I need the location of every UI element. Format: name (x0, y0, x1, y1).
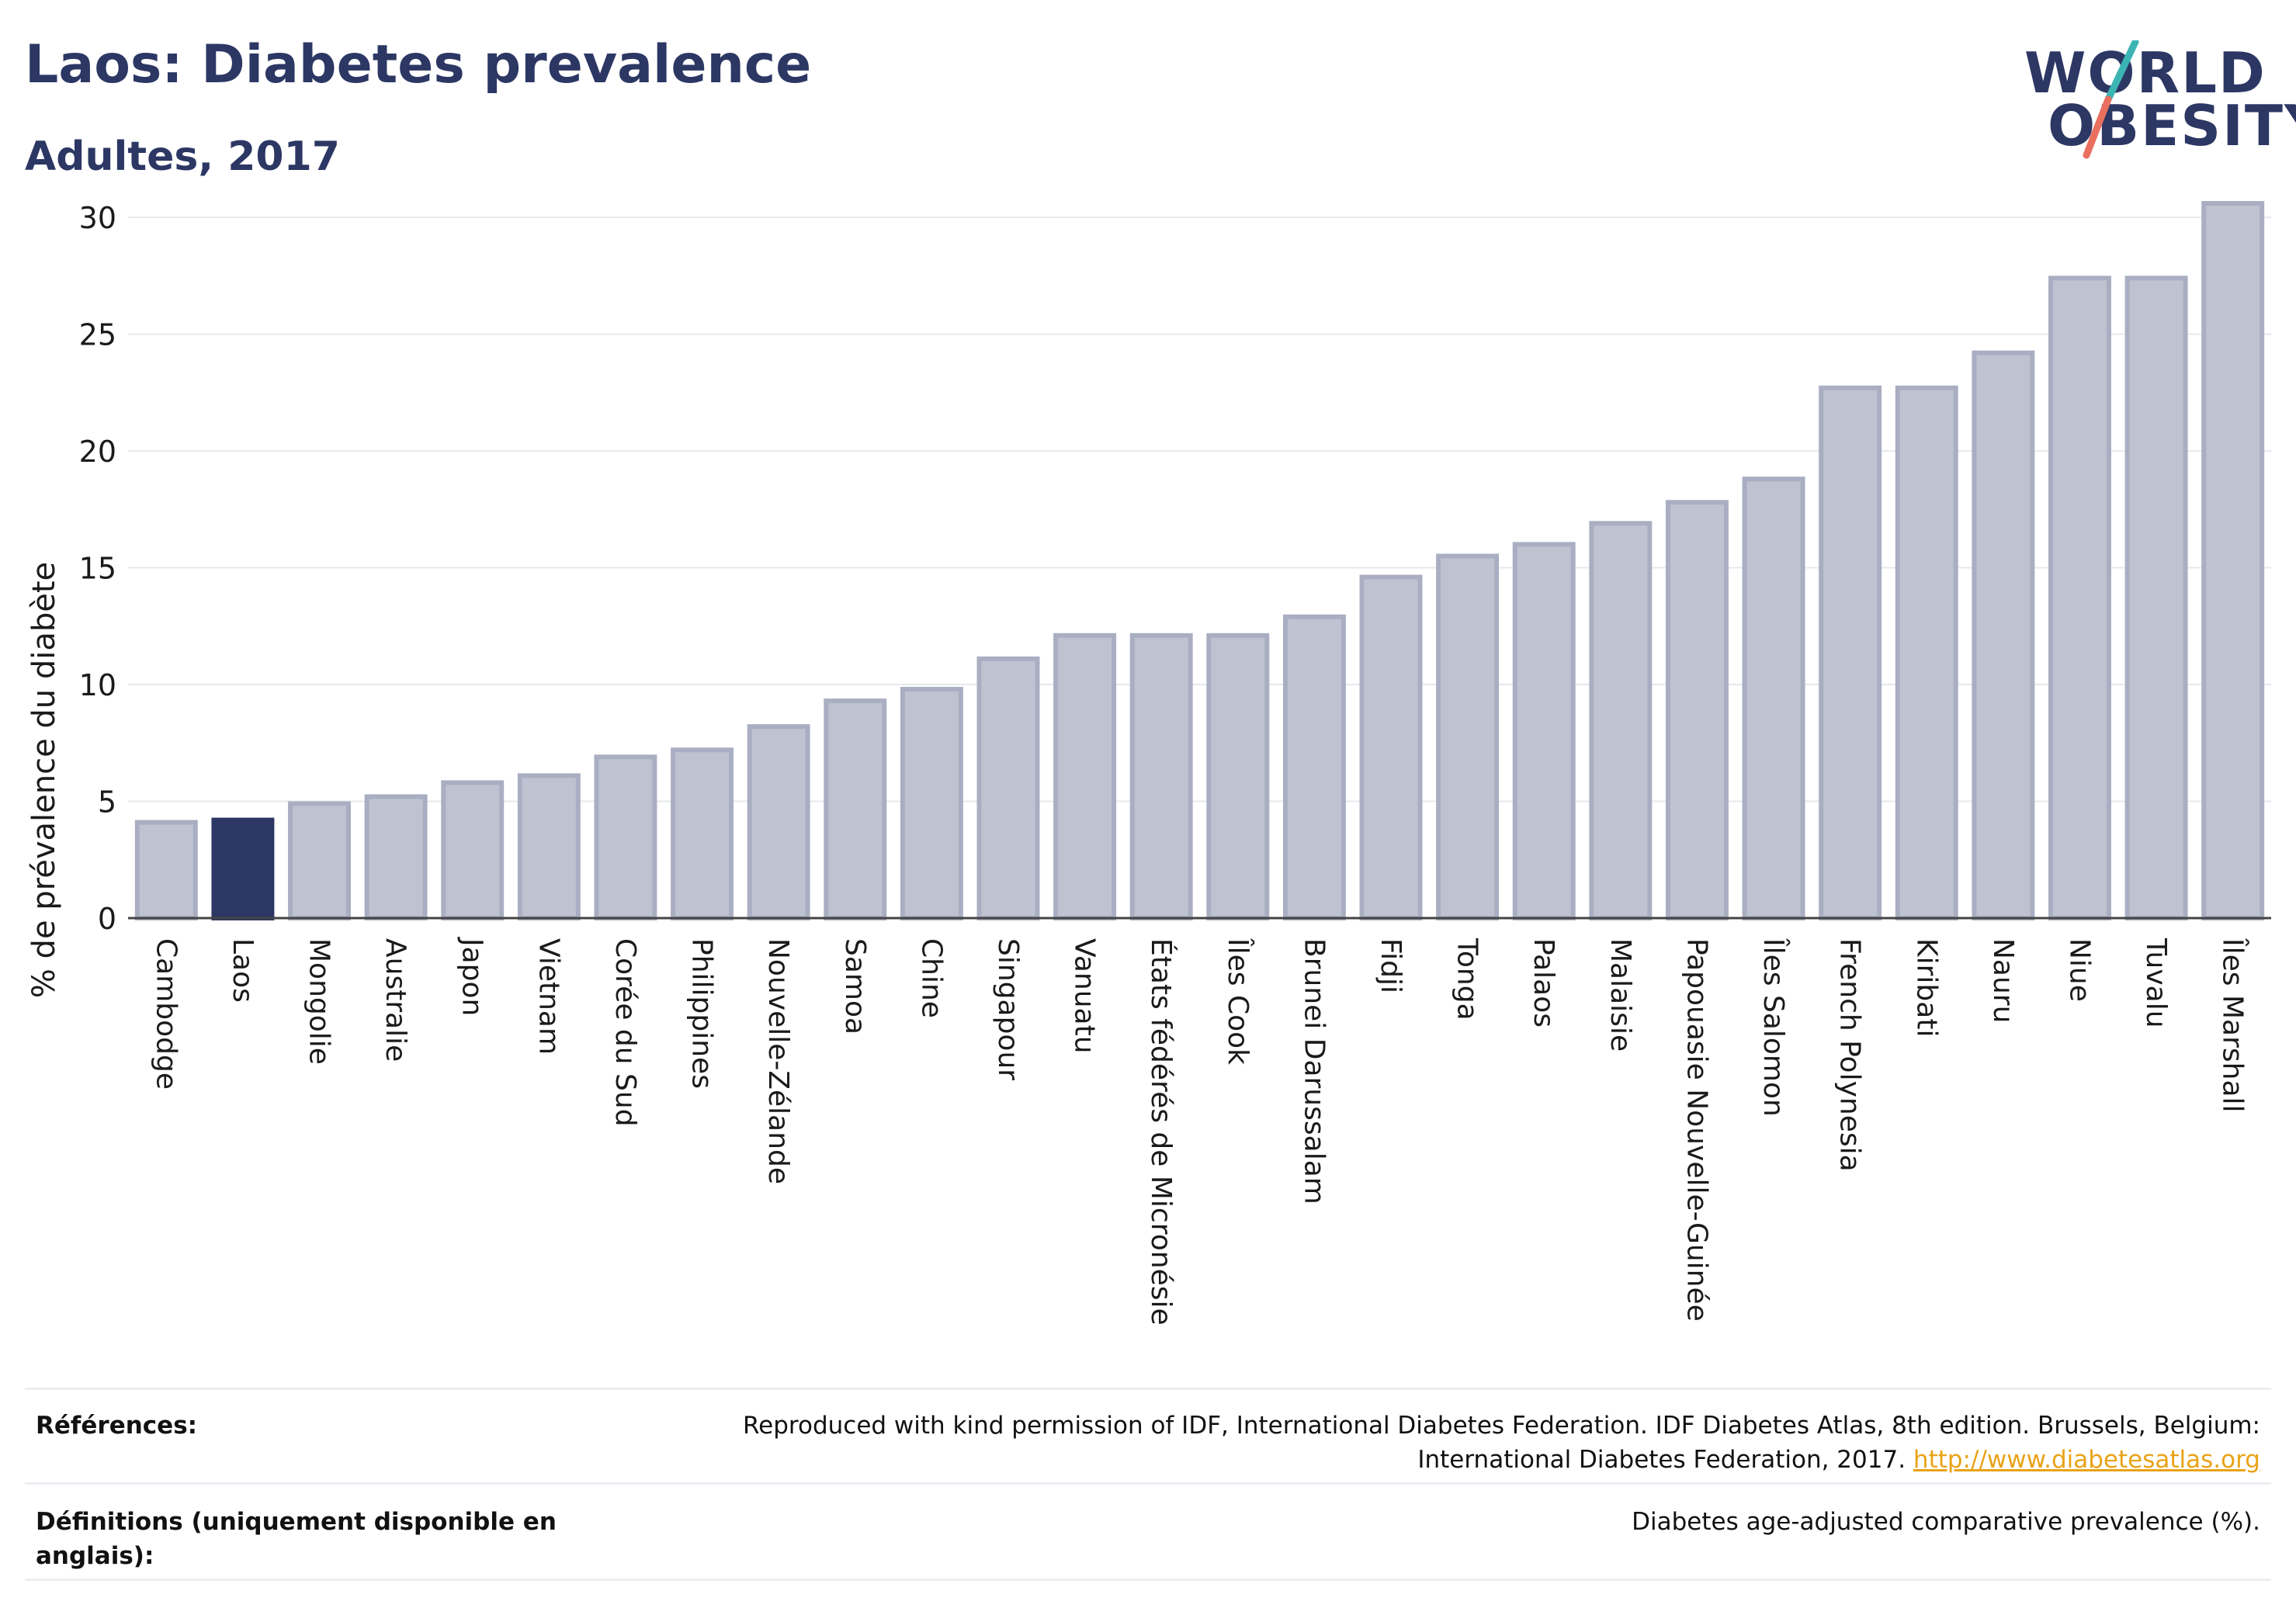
bar-Chine[interactable] (900, 687, 963, 921)
x-tick-label: Tonga (1451, 938, 1483, 1021)
x-tick-label: Vietnam (532, 938, 564, 1055)
sources-label: Références: (36, 1412, 198, 1440)
bar-Nouvelle-Zélande[interactable] (747, 724, 810, 921)
bars (134, 201, 2265, 921)
x-tick-label: Nauru (1987, 938, 2019, 1023)
x-tick-label: Tuvalu (2140, 938, 2172, 1028)
logo-line-1: WORLD (2024, 40, 2267, 106)
x-tick-label: Mongolie (303, 938, 335, 1065)
y-tick-label: 30 (79, 201, 116, 235)
bar-Îles Marshall[interactable] (2201, 201, 2265, 921)
y-tick-label: 15 (79, 552, 116, 586)
x-tick-label: Samoa (839, 938, 871, 1035)
y-axis: 0 5 10 15 20 25 30 (79, 201, 116, 936)
bar-Vanuatu[interactable] (1053, 633, 1117, 920)
bar-Nauru[interactable] (1972, 350, 2035, 920)
bar-Singapour[interactable] (976, 656, 1040, 920)
x-tick-label: Vanuatu (1069, 938, 1101, 1054)
x-tick-label: Îles Cook (1222, 938, 1254, 1065)
sources-text: Reproduced with kind permission of IDF, … (708, 1409, 2260, 1477)
bar-Tuvalu[interactable] (2124, 276, 2188, 920)
bar-Palaos[interactable] (1512, 542, 1576, 920)
x-tick-label: Japon (456, 937, 488, 1016)
definitions-row: Définitions (uniquement disponible en an… (25, 1482, 2271, 1581)
world-obesity-logo: WORLD OBESITY (2024, 40, 2296, 165)
bar-Kiribati[interactable] (1895, 385, 1958, 920)
bar-Fidji[interactable] (1359, 574, 1423, 920)
bar-États fédérés de Micronésie[interactable] (1129, 633, 1193, 920)
definitions-label: Définitions (uniquement disponible en an… (36, 1508, 557, 1570)
x-tick-label: Laos (227, 938, 258, 1003)
x-tick-label: Kiribati (1910, 938, 1942, 1037)
bar-Îles Salomon[interactable] (1742, 477, 1805, 920)
bar-Japon[interactable] (441, 780, 505, 921)
logo-slash-icon (2083, 40, 2139, 159)
x-tick-label: Chine (915, 938, 947, 1018)
references-bottom-rule (25, 1579, 2271, 1582)
x-tick-label: Îles Salomon (1757, 938, 1790, 1117)
x-tick-label: Corée du Sud (609, 938, 641, 1127)
chart-title: Laos: Diabetes prevalence (25, 34, 812, 95)
bar-Malaisie[interactable] (1589, 521, 1653, 920)
bar-Îles Cook[interactable] (1206, 633, 1270, 920)
chart-subtitle: Adultes, 2017 (25, 133, 340, 180)
y-tick-label: 20 (79, 435, 116, 469)
definitions-text: Diabetes age-adjusted comparative preval… (1632, 1508, 2260, 1536)
bar-Brunei Darussalam[interactable] (1282, 614, 1346, 920)
sources-row: Références: Reproduced with kind permiss… (25, 1388, 2271, 1485)
bar-Cambodge[interactable] (134, 820, 198, 920)
x-tick-label: Philippines (686, 938, 718, 1089)
x-tick-label: Îles Marshall (2217, 938, 2249, 1113)
bar-Laos[interactable] (211, 817, 275, 921)
x-tick-label: Niue (2063, 938, 2095, 1002)
y-tick-label: 5 (98, 785, 116, 820)
bar-Samoa[interactable] (824, 698, 887, 920)
sources-line-2-wrap: International Diabetes Federation, 2017.… (708, 1443, 2260, 1477)
sources-link[interactable]: http://www.diabetesatlas.org (1913, 1446, 2260, 1474)
x-tick-label: Cambodge (150, 938, 182, 1090)
y-axis-label: % de prévalence du diabète (26, 562, 62, 998)
x-tick-label: Singapour (992, 938, 1024, 1080)
y-tick-label: 25 (79, 318, 116, 352)
sources-line-2: International Diabetes Federation, 2017. (1417, 1446, 1906, 1474)
y-tick-label: 0 (98, 902, 116, 936)
x-tick-label: Fidji (1375, 938, 1406, 993)
bar-Australie[interactable] (364, 794, 428, 920)
x-tick-label: Australie (380, 938, 411, 1062)
x-tick-label: Papouasie Nouvelle-Guinée (1680, 938, 1712, 1322)
bar-Papouasie Nouvelle-Guinée[interactable] (1665, 500, 1729, 920)
sources-line-1: Reproduced with kind permission of IDF, … (743, 1412, 2260, 1440)
bar-Vietnam[interactable] (517, 773, 581, 920)
x-axis: Cambodge Laos Mongolie Australie Japon Vietna… (128, 917, 2271, 1326)
x-tick-label: French Polynesia (1834, 938, 1866, 1172)
bar-Philippines[interactable] (671, 747, 734, 920)
bar-Mongolie[interactable] (288, 801, 351, 921)
y-tick-label: 10 (79, 668, 116, 702)
x-tick-label: Nouvelle-Zélande (762, 938, 794, 1184)
x-tick-label: Brunei Darussalam (1298, 938, 1330, 1204)
x-tick-label: Malaisie (1604, 938, 1636, 1052)
bar-Niue[interactable] (2048, 276, 2111, 920)
bar-Corée du Sud[interactable] (594, 754, 657, 921)
bar-chart: 0 5 10 15 20 25 30 Cambodge Laos Mongolie Austral… (26, 201, 2271, 1326)
x-tick-label: États fédérés de Micronésie (1145, 938, 1177, 1326)
bar-Tonga[interactable] (1436, 553, 1500, 920)
x-tick-label: Palaos (1528, 938, 1559, 1028)
bar-French Polynesia[interactable] (1819, 385, 1882, 920)
